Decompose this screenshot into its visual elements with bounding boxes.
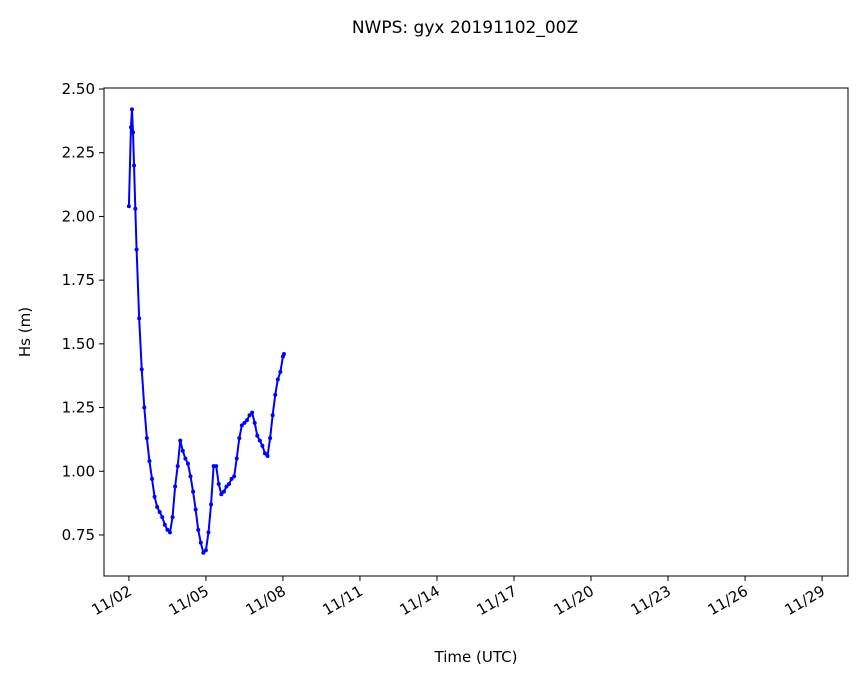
data-point (257, 438, 262, 443)
data-point (142, 405, 147, 410)
data-point (224, 484, 229, 489)
data-point (173, 484, 178, 489)
data-point (133, 206, 138, 211)
data-point (281, 352, 286, 357)
data-point (167, 530, 172, 535)
data-point (214, 464, 219, 469)
data-point (216, 482, 221, 487)
data-point (273, 392, 278, 397)
x-tick-label: 11/26 (705, 582, 751, 619)
data-point (139, 367, 144, 372)
y-tick-label: 1.75 (62, 271, 95, 289)
y-tick-label: 2.50 (62, 80, 95, 98)
data-point (268, 436, 273, 441)
data-point (232, 474, 237, 479)
data-point (188, 474, 193, 479)
data-point (255, 433, 260, 438)
y-tick-label: 1.25 (62, 399, 95, 417)
data-point (150, 476, 155, 481)
data-point (221, 489, 226, 494)
data-point (144, 436, 149, 441)
y-tick-label: 2.25 (62, 144, 95, 162)
data-point (160, 515, 165, 520)
data-point (157, 510, 162, 515)
data-point (265, 453, 270, 458)
x-tick-label: 11/11 (320, 582, 366, 619)
data-point (198, 540, 203, 545)
data-point (193, 507, 198, 512)
data-point (129, 107, 134, 112)
data-line (127, 109, 285, 555)
chart-title: NWPS: gyx 20191102_00Z (352, 18, 578, 38)
data-point (162, 522, 167, 527)
data-point (244, 418, 249, 423)
data-point (137, 316, 142, 321)
data-point (155, 504, 160, 509)
plot-frame (103, 87, 849, 577)
x-tick-label: 11/17 (474, 582, 520, 619)
data-point (247, 413, 252, 418)
data-point (242, 420, 247, 425)
data-point (183, 456, 188, 461)
data-point (227, 482, 232, 487)
y-tick-label: 0.75 (62, 526, 95, 544)
data-point (252, 420, 257, 425)
data-point (260, 443, 265, 448)
data-point (234, 456, 239, 461)
y-axis-label: Hs (m) (16, 307, 34, 357)
data-point (178, 438, 183, 443)
data-point (126, 204, 131, 209)
data-point (201, 550, 206, 555)
x-tick-label: 11/05 (165, 582, 211, 619)
x-tick-label: 11/14 (397, 582, 443, 619)
data-point (191, 489, 196, 494)
data-point (128, 125, 133, 130)
data-point (175, 464, 180, 469)
data-point (152, 494, 157, 499)
data-point (237, 436, 242, 441)
data-point (132, 163, 137, 168)
data-point (229, 476, 234, 481)
data-point (147, 459, 152, 464)
y-tick-label: 1.50 (62, 335, 95, 353)
data-point (270, 413, 275, 418)
x-tick-label: 11/20 (551, 582, 597, 619)
data-point (170, 515, 175, 520)
data-point (275, 377, 280, 382)
x-tick-label: 11/02 (88, 582, 134, 619)
data-point (250, 410, 255, 415)
x-tick-label: 11/29 (782, 582, 828, 619)
y-tick-label: 2.00 (62, 207, 95, 225)
data-point (219, 492, 224, 497)
x-axis-label: Time (UTC) (434, 648, 518, 666)
data-point (262, 451, 267, 456)
data-point (185, 461, 190, 466)
data-point (239, 423, 244, 428)
data-point (203, 548, 208, 553)
data-point (209, 502, 214, 507)
data-point (131, 130, 136, 135)
y-tick-label: 1.00 (62, 462, 95, 480)
x-tick-label: 11/08 (242, 582, 288, 619)
data-point (134, 247, 139, 252)
data-point (196, 527, 201, 532)
data-point (180, 448, 185, 453)
data-point (165, 527, 170, 532)
x-tick-label: 11/23 (628, 582, 674, 619)
data-point (278, 369, 283, 374)
data-point (206, 530, 211, 535)
